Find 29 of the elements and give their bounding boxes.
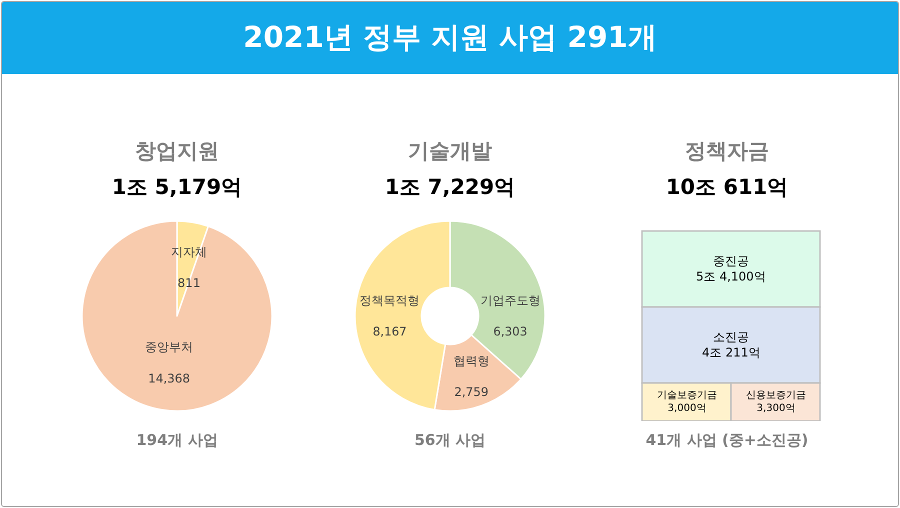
text: 4조 211억 xyxy=(702,346,760,360)
data-label: 14,368 xyxy=(148,371,190,386)
text: 정책자금 xyxy=(684,138,770,165)
category-label: 신용보증기금 xyxy=(746,390,806,401)
slice-label: 중앙부처 xyxy=(145,340,194,354)
text: 3,300억 xyxy=(756,403,796,414)
category-label: 중진공 xyxy=(712,254,749,268)
data-label: 811 xyxy=(178,276,200,290)
text: 10조 611억 xyxy=(664,174,790,201)
text: 56개 사업 xyxy=(413,431,487,450)
text: 2021년 정부 지원 사업 291개 xyxy=(2,2,898,74)
data-label: 6,303 xyxy=(493,324,528,338)
text: 194개 사업 xyxy=(135,431,219,450)
chart-subtitle: 1조 5,179억 xyxy=(110,174,244,201)
data-label: 8,167 xyxy=(372,324,407,338)
slice-label: 정책목적형 xyxy=(360,294,420,308)
text: 5조 4,100억 xyxy=(696,270,766,284)
slice-label: 협력형 xyxy=(453,354,490,368)
category-label: 소진공 xyxy=(713,330,750,344)
slice-label: 지자체 xyxy=(171,245,207,259)
chart-title: 창업지원 xyxy=(134,138,220,165)
slice-label: 기업주도형 xyxy=(480,294,540,308)
pie-slice xyxy=(81,220,273,412)
text: 41개 사업 (중+소진공) xyxy=(644,431,810,450)
data-label: 2,759 xyxy=(454,385,489,400)
category-label: 기술보증기금 xyxy=(657,390,717,401)
text: 3,000억 xyxy=(668,403,706,414)
chart-title: 기술개발 xyxy=(407,138,493,165)
chart-subtitle: 1조 7,229억 xyxy=(384,174,516,201)
